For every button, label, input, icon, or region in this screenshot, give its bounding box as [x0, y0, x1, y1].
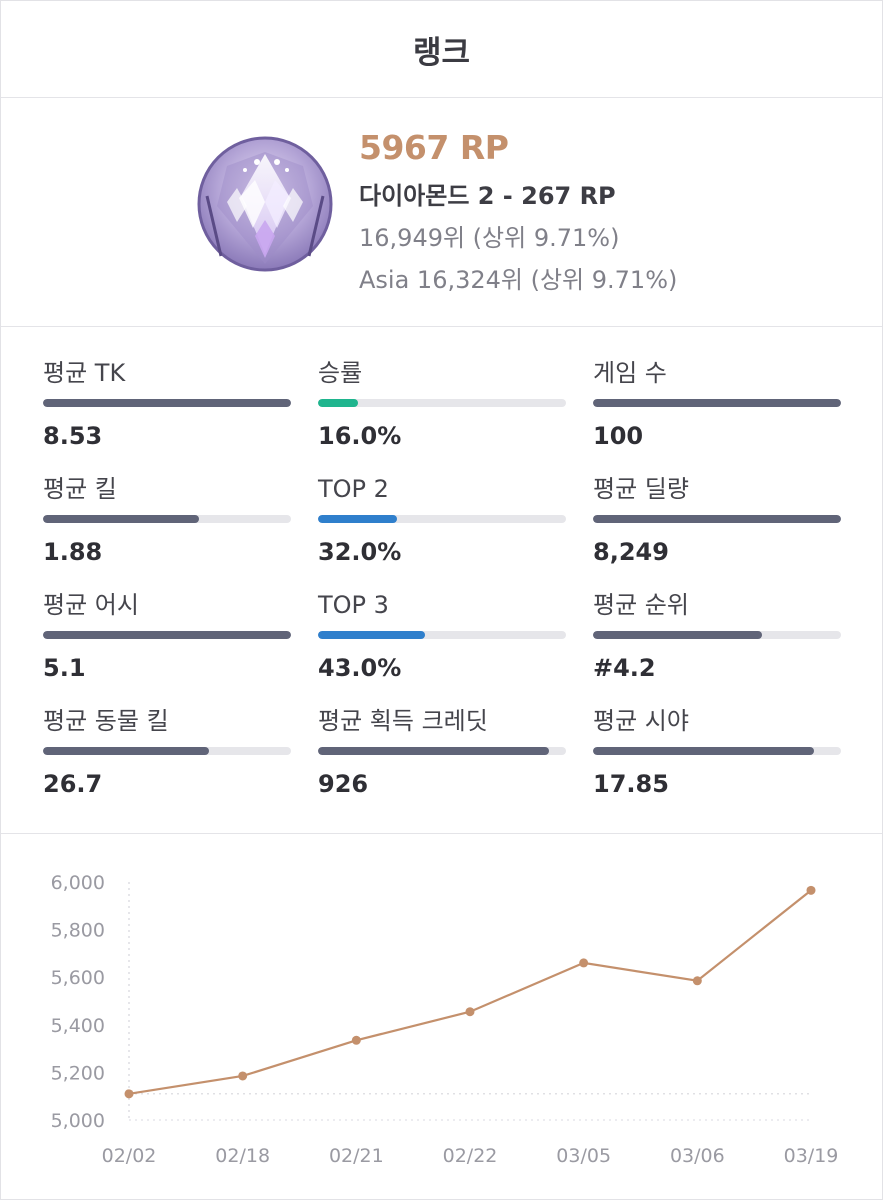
stat-label: 평균 동물 킬 [43, 707, 169, 735]
stat-bar [318, 515, 566, 523]
y-tick-label: 6,000 [51, 872, 105, 894]
stat-bar-fill [43, 399, 291, 407]
stat-bar [43, 631, 291, 639]
stat-value: 8.53 [43, 422, 103, 450]
rank-header: 랭크 [1, 1, 882, 98]
data-point [351, 1035, 361, 1045]
page-title: 랭크 [412, 34, 471, 71]
stat-value: 16.0% [318, 422, 402, 450]
rp-line-chart-svg: 5,000 5,200 5,400 5,600 5,800 6,000 02/02 02/18… [51, 872, 839, 1167]
rp-history-chart: 5,000 5,200 5,400 5,600 5,800 6,000 02/02 02/18… [1, 834, 882, 1200]
stat-avg-kill: 평균 킬 1.88 [43, 475, 291, 566]
stat-label: 평균 획득 크레딧 [318, 707, 488, 735]
data-point [806, 885, 816, 895]
stat-bar-fill [593, 631, 762, 639]
y-tick-label: 5,600 [51, 967, 105, 989]
stat-label: 평균 시야 [593, 707, 689, 735]
stat-bar [318, 747, 566, 755]
series-line [128, 889, 812, 1095]
stat-value: 43.0% [318, 654, 402, 682]
stats-grid: 평균 TK 8.53 승률 16.0% 게임 수 100 평균 킬 1.88 T… [1, 327, 882, 834]
stat-bar-fill [43, 515, 200, 523]
stat-label: 평균 어시 [43, 591, 139, 619]
stat-value: 926 [318, 770, 369, 798]
diamond-rank-emblem-icon [197, 136, 333, 272]
x-tick-label: 03/19 [784, 1145, 839, 1167]
stat-value: 8,249 [593, 538, 669, 566]
stat-bar-fill [318, 631, 425, 639]
stat-value: 17.85 [593, 770, 669, 798]
stat-bar [43, 747, 291, 755]
stat-win-rate: 승률 16.0% [318, 359, 566, 450]
rank-points: 5967 RP [359, 128, 509, 167]
stat-value: 100 [593, 422, 644, 450]
y-tick-label: 5,200 [51, 1062, 105, 1084]
data-point [579, 958, 589, 968]
stat-avg-tk: 평균 TK 8.53 [43, 359, 291, 450]
y-tick-label: 5,800 [51, 920, 105, 942]
stat-value: 5.1 [43, 654, 86, 682]
y-tick-label: 5,400 [51, 1015, 105, 1037]
stat-games: 게임 수 100 [593, 359, 841, 450]
stat-bar [318, 631, 566, 639]
stat-avg-animal-kill: 평균 동물 킬 26.7 [43, 707, 291, 798]
stat-bar [593, 399, 841, 407]
x-tick-label: 02/02 [102, 1145, 157, 1167]
stat-bar [43, 399, 291, 407]
stat-label: 승률 [318, 359, 363, 387]
stat-label: TOP 3 [318, 591, 389, 619]
stat-bar [593, 747, 841, 755]
region-rank: Asia 16,324위 (상위 9.71%) [359, 266, 678, 294]
stat-bar-fill [318, 747, 549, 755]
stat-bar [318, 399, 566, 407]
y-tick-label: 5,000 [51, 1110, 105, 1132]
tier-label: 다이아몬드 2 - 267 RP [359, 182, 616, 210]
stat-bar-fill [593, 747, 814, 755]
stat-avg-vision: 평균 시야 17.85 [593, 707, 841, 798]
stat-label: 평균 TK [43, 359, 126, 387]
stat-label: 평균 순위 [593, 591, 689, 619]
stat-label: 게임 수 [593, 359, 667, 387]
x-tick-label: 03/06 [670, 1145, 725, 1167]
x-tick-label: 02/18 [215, 1145, 270, 1167]
stat-top3: TOP 3 43.0% [318, 591, 566, 682]
stat-value: 1.88 [43, 538, 103, 566]
data-point [124, 1089, 134, 1099]
stat-label: TOP 2 [318, 475, 389, 503]
stat-value: 32.0% [318, 538, 402, 566]
stat-top2: TOP 2 32.0% [318, 475, 566, 566]
data-point [692, 976, 702, 986]
stat-bar-fill [318, 399, 358, 407]
global-rank: 16,949위 (상위 9.71%) [359, 224, 620, 252]
data-point [465, 1007, 475, 1017]
stat-bar-fill [43, 631, 291, 639]
stat-value: 26.7 [43, 770, 103, 798]
stat-bar-fill [593, 515, 841, 523]
stat-label: 평균 킬 [43, 475, 117, 503]
stat-avg-credit: 평균 획득 크레딧 926 [318, 707, 566, 798]
data-point [238, 1071, 248, 1081]
stat-bar [593, 631, 841, 639]
x-tick-label: 03/05 [556, 1145, 611, 1167]
stat-label: 평균 딜량 [593, 475, 689, 503]
stat-bar [43, 515, 291, 523]
stat-bar-fill [593, 399, 841, 407]
stat-bar-fill [43, 747, 210, 755]
stat-bar-fill [318, 515, 398, 523]
x-tick-label: 02/21 [329, 1145, 384, 1167]
stat-value: #4.2 [593, 654, 656, 682]
x-tick-label: 02/22 [443, 1145, 498, 1167]
stat-avg-placement: 평균 순위 #4.2 [593, 591, 841, 682]
stat-avg-assist: 평균 어시 5.1 [43, 591, 291, 682]
stat-avg-damage: 평균 딜량 8,249 [593, 475, 841, 566]
rank-summary: 5967 RP 다이아몬드 2 - 267 RP 16,949위 (상위 9.7… [1, 98, 882, 327]
stat-bar [593, 515, 841, 523]
